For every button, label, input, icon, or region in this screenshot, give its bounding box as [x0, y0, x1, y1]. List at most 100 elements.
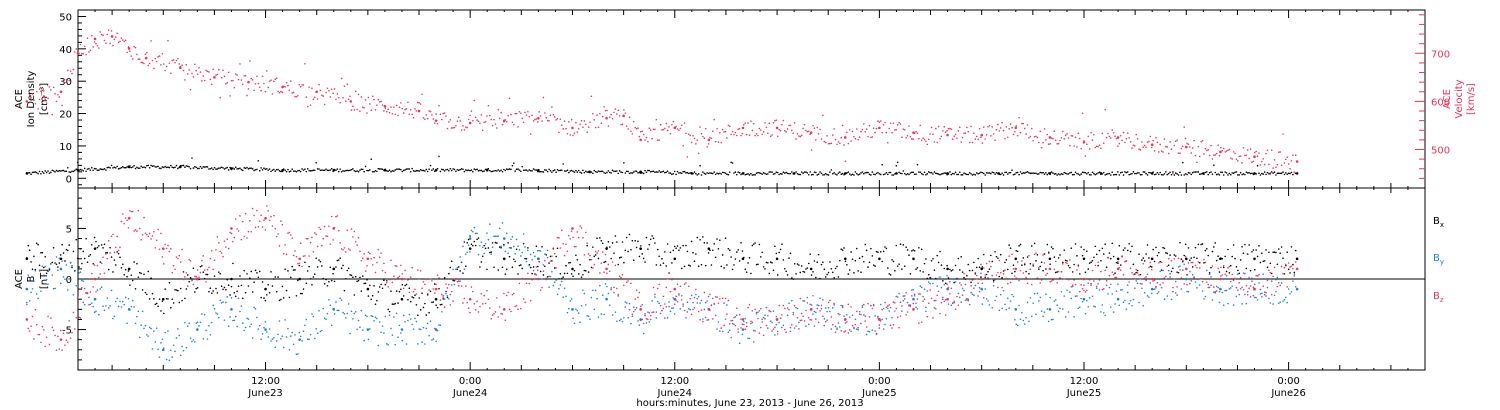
sample-dot	[140, 272, 142, 275]
sample-dot	[1128, 173, 1130, 176]
sample-dot	[671, 123, 673, 126]
sample-dot	[1276, 172, 1279, 175]
sample-dot	[1189, 259, 1191, 262]
sample-dot	[267, 169, 269, 171]
sample-dot	[813, 171, 816, 173]
sample-dot	[85, 53, 87, 56]
sample-dot	[888, 171, 891, 174]
sample-dot	[903, 172, 906, 175]
sample-dot	[48, 268, 51, 271]
sample-dot	[1084, 155, 1087, 157]
sample-dot	[683, 122, 686, 124]
sample-dot	[175, 164, 178, 167]
sample-dot	[689, 297, 692, 300]
sample-dot	[1256, 299, 1259, 301]
sample-dot	[1252, 249, 1255, 251]
sample-dot	[632, 120, 635, 123]
sample-dot	[323, 225, 326, 228]
sample-dot	[476, 168, 478, 171]
sample-dot	[256, 272, 258, 274]
sample-dot	[834, 325, 837, 328]
sample-dot	[542, 270, 545, 272]
sample-dot	[716, 172, 718, 175]
sample-dot	[100, 168, 103, 171]
data-point	[571, 126, 574, 130]
sample-dot	[71, 266, 73, 269]
sample-dot	[642, 332, 645, 335]
sample-dot	[1131, 271, 1133, 274]
sample-dot	[328, 225, 330, 228]
sample-dot	[714, 296, 717, 298]
sample-dot	[1194, 246, 1197, 249]
sample-dot	[761, 173, 763, 175]
sample-dot	[487, 238, 490, 241]
sample-dot	[1088, 262, 1091, 264]
sample-dot	[278, 320, 281, 322]
sample-dot	[247, 285, 250, 287]
sample-dot	[189, 167, 192, 170]
sample-dot	[491, 314, 494, 316]
sample-dot	[467, 118, 470, 121]
sample-dot	[889, 306, 892, 309]
sample-dot	[1248, 276, 1250, 279]
sample-dot	[58, 262, 61, 264]
sample-dot	[1217, 267, 1219, 270]
sample-dot	[719, 131, 721, 134]
sample-dot	[658, 283, 660, 286]
sample-dot	[518, 248, 521, 251]
sample-dot	[1167, 257, 1170, 260]
sample-dot	[123, 40, 126, 43]
sample-dot	[1107, 132, 1109, 135]
sample-dot	[1066, 289, 1068, 292]
sample-dot	[363, 253, 365, 255]
sample-dot	[412, 290, 415, 293]
sample-dot	[940, 301, 943, 304]
sample-dot	[661, 257, 663, 260]
sample-dot	[723, 171, 725, 174]
sample-dot	[525, 169, 528, 171]
data-point	[196, 277, 199, 281]
sample-dot	[387, 108, 389, 111]
sample-dot	[83, 303, 86, 306]
sample-dot	[1081, 112, 1084, 115]
sample-dot	[335, 215, 337, 218]
sample-dot	[141, 289, 144, 291]
sample-dot	[1265, 173, 1267, 176]
sample-dot	[625, 302, 628, 304]
sample-dot	[1064, 134, 1067, 137]
sample-dot	[647, 140, 649, 143]
sample-dot	[769, 310, 772, 313]
sample-dot	[387, 286, 389, 288]
sample-dot	[568, 171, 570, 174]
sample-dot	[745, 133, 748, 136]
sample-dot	[1225, 289, 1228, 292]
sample-dot	[133, 306, 135, 308]
sample-dot	[908, 304, 910, 307]
sample-dot	[422, 280, 425, 283]
sample-dot	[1021, 122, 1023, 125]
sample-dot	[929, 282, 931, 285]
sample-dot	[1081, 287, 1084, 290]
sample-dot	[1073, 145, 1075, 147]
sample-dot	[1132, 144, 1135, 146]
sample-dot	[28, 330, 31, 332]
sample-dot	[71, 72, 73, 75]
sample-dot	[1080, 147, 1082, 150]
sample-dot	[861, 171, 864, 173]
sample-dot	[920, 286, 923, 289]
sample-dot	[614, 235, 617, 237]
sample-dot	[267, 336, 269, 338]
sample-dot	[247, 88, 250, 90]
panel-frame	[77, 9, 1426, 189]
sample-dot	[340, 267, 343, 270]
sample-dot	[1173, 254, 1176, 256]
sample-dot	[874, 173, 876, 176]
sample-dot	[544, 259, 546, 262]
sample-dot	[367, 96, 370, 99]
data-point	[1150, 277, 1154, 281]
sample-dot	[1090, 131, 1092, 134]
sample-dot	[378, 168, 381, 170]
sample-dot	[798, 328, 800, 330]
sample-dot	[69, 70, 72, 72]
sample-dot	[1126, 249, 1129, 252]
